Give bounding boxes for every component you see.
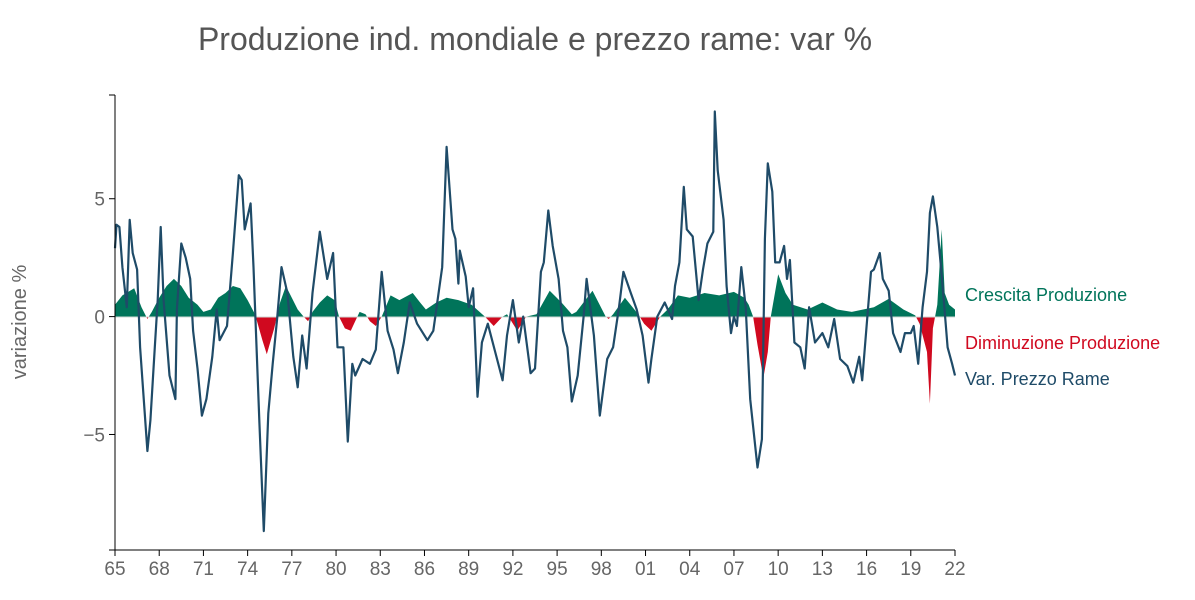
x-tick-label: 07	[723, 559, 744, 580]
y-axis-label: variazione %	[9, 265, 31, 380]
growth-area	[115, 229, 955, 317]
x-ticks: 65 68 71 74 77 80 83 86 89 92 95 98 01 04 07 10 13 16 19 22	[104, 550, 966, 580]
x-tick-label: 71	[193, 559, 214, 580]
x-tick-label: 01	[635, 559, 656, 580]
chart-title: Produzione ind. mondiale e prezzo rame: …	[198, 21, 872, 57]
x-tick-label: 22	[944, 559, 965, 580]
y-tick-label: 0	[94, 308, 105, 329]
legend-price: Var. Prezzo Rame	[965, 369, 1110, 389]
x-tick-label: 16	[856, 559, 877, 580]
y-tick-label: 5	[94, 190, 105, 211]
x-tick-label: 04	[679, 559, 701, 580]
x-tick-label: 19	[900, 559, 921, 580]
legend-decline: Diminuzione Produzione	[965, 333, 1160, 353]
x-tick-label: 95	[547, 559, 568, 580]
x-tick-label: 68	[149, 559, 170, 580]
price-line	[113, 110, 957, 533]
y-ticks: −5 0 5	[83, 190, 115, 446]
axes	[109, 94, 955, 551]
legend-growth: Crescita Produzione	[965, 285, 1127, 305]
plot-area	[113, 110, 957, 533]
x-tick-label: 86	[414, 559, 435, 580]
x-tick-label: 89	[458, 559, 479, 580]
legend: Crescita Produzione Diminuzione Produzio…	[965, 285, 1160, 389]
x-tick-label: 80	[325, 559, 346, 580]
x-tick-label: 13	[812, 559, 833, 580]
x-tick-label: 92	[502, 559, 523, 580]
y-tick-label: −5	[83, 425, 105, 446]
x-tick-label: 77	[281, 559, 302, 580]
x-tick-label: 10	[768, 559, 789, 580]
x-tick-label: 83	[370, 559, 391, 580]
x-tick-label: 98	[591, 559, 612, 580]
x-tick-label: 65	[104, 559, 125, 580]
x-tick-label: 74	[237, 559, 259, 580]
